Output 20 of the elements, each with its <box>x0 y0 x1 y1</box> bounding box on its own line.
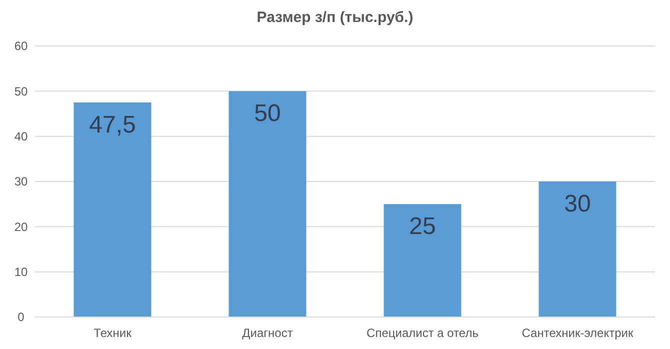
y-tick-label: 60 <box>14 39 28 54</box>
bar <box>228 91 306 317</box>
data-label: 25 <box>409 213 436 240</box>
x-tick-label: Специалист а отель <box>366 326 478 340</box>
x-tick-label: Сантехник-электрик <box>522 326 634 340</box>
y-tick-label: 20 <box>14 220 28 234</box>
y-tick-label: 0 <box>18 310 25 324</box>
data-label: 47,5 <box>89 111 136 138</box>
bar <box>384 204 462 317</box>
y-tick-label: 10 <box>14 265 28 280</box>
bar <box>538 182 616 317</box>
bar <box>74 102 152 317</box>
data-label: 30 <box>564 190 591 218</box>
y-tick-label: 50 <box>14 84 28 98</box>
y-tick-label: 40 <box>14 130 28 144</box>
y-tick-label: 30 <box>14 174 28 189</box>
x-tick-label: Техник <box>94 326 132 340</box>
chart-title: Размер з/п (тыс.руб.) <box>256 9 414 26</box>
data-label: 50 <box>254 100 281 128</box>
x-tick-label: Диагност <box>242 326 294 340</box>
